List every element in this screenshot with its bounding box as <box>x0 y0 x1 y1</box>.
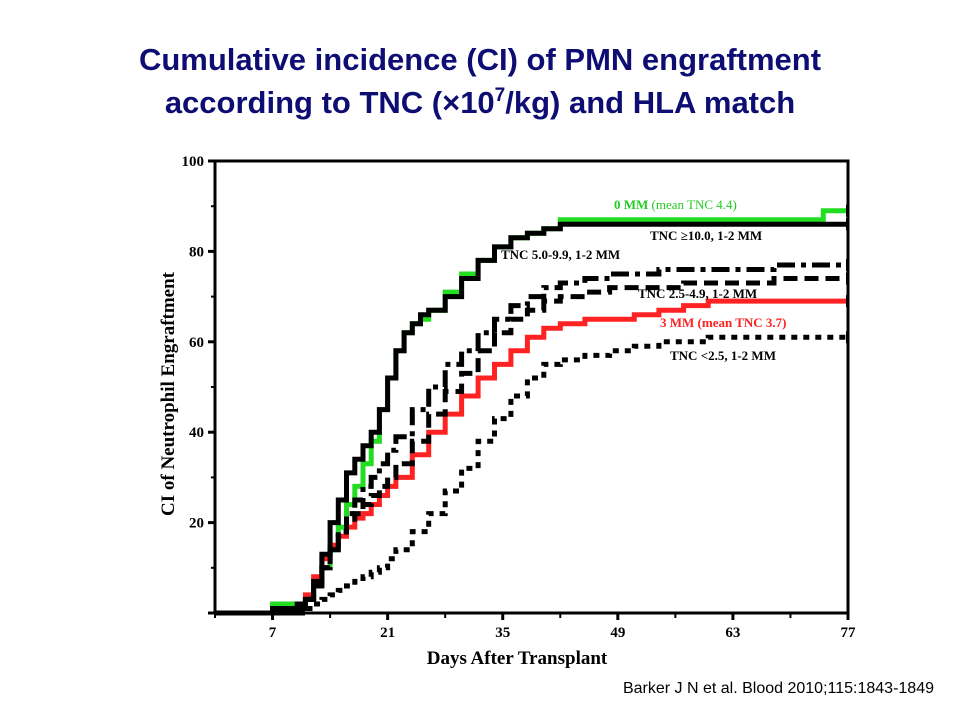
y-tick-label: 80 <box>189 244 204 260</box>
y-axis-title: CI of Neutrophil Engraftment <box>158 271 179 516</box>
slide-title: Cumulative incidence (CI) of PMN engraft… <box>0 38 960 124</box>
title-line-2-start: according to TNC (×10 <box>164 85 495 120</box>
x-axis-title: Days After Transplant <box>427 648 608 669</box>
y-tick-label: 100 <box>182 154 205 170</box>
series-line-tnc-2-5-4-9 <box>215 276 848 616</box>
y-tick-label: 40 <box>189 425 204 441</box>
citation: Barker J N et al. Blood 2010;115:1843-18… <box>622 680 934 697</box>
series-label-part: (mean TNC 4.4) <box>648 197 737 212</box>
series-label-part: 0 MM <box>614 197 648 212</box>
x-tick-label: 21 <box>380 625 395 641</box>
x-tick-label: 7 <box>269 625 277 641</box>
y-tick-label: 20 <box>189 516 204 532</box>
series-line-tnc-under-2-5 <box>215 334 848 616</box>
series-label-tnc-2-5-4-9: TNC 2.5-4.9, 1-2 MM <box>638 286 757 301</box>
x-tick-label: 35 <box>495 625 510 641</box>
engraftment-chart: 20 40 60 80 100 7 21 35 49 63 77 0 MM (mean TNC 4.… <box>158 154 857 669</box>
series-label-tnc-under-2-5: TNC <2.5, 1-2 MM <box>670 348 776 363</box>
series-label-tnc-10-plus: TNC ≥10.0, 1-2 MM <box>650 228 762 243</box>
chart-series-labels: 0 MM (mean TNC 4.4) TNC ≥10.0, 1-2 MM TNC … <box>501 197 787 363</box>
title-line-2: according to TNC (×107/kg) and HLA match <box>165 85 795 120</box>
chart-series-lines <box>215 204 848 616</box>
title-line-1: Cumulative incidence (CI) of PMN engraft… <box>138 42 822 77</box>
series-line-tnc-5-9 <box>215 262 848 616</box>
series-label-tnc-5-9: TNC 5.0-9.9, 1-2 MM <box>501 247 620 262</box>
title-exponent: 7 <box>494 85 506 106</box>
series-label-0-mm: 0 MM (mean TNC 4.4) <box>614 197 737 212</box>
x-tick-label: 77 <box>841 625 857 641</box>
series-label-3-mm: 3 MM (mean TNC 3.7) <box>660 315 787 330</box>
x-tick-label: 63 <box>725 625 740 641</box>
chart-axes: 20 40 60 80 100 7 21 35 49 63 77 <box>182 154 857 641</box>
y-tick-label: 60 <box>189 335 204 351</box>
title-line-2-end: /kg) and HLA match <box>505 85 796 120</box>
x-tick-label: 49 <box>610 625 625 641</box>
series-line-tnc-10-plus <box>215 221 848 616</box>
